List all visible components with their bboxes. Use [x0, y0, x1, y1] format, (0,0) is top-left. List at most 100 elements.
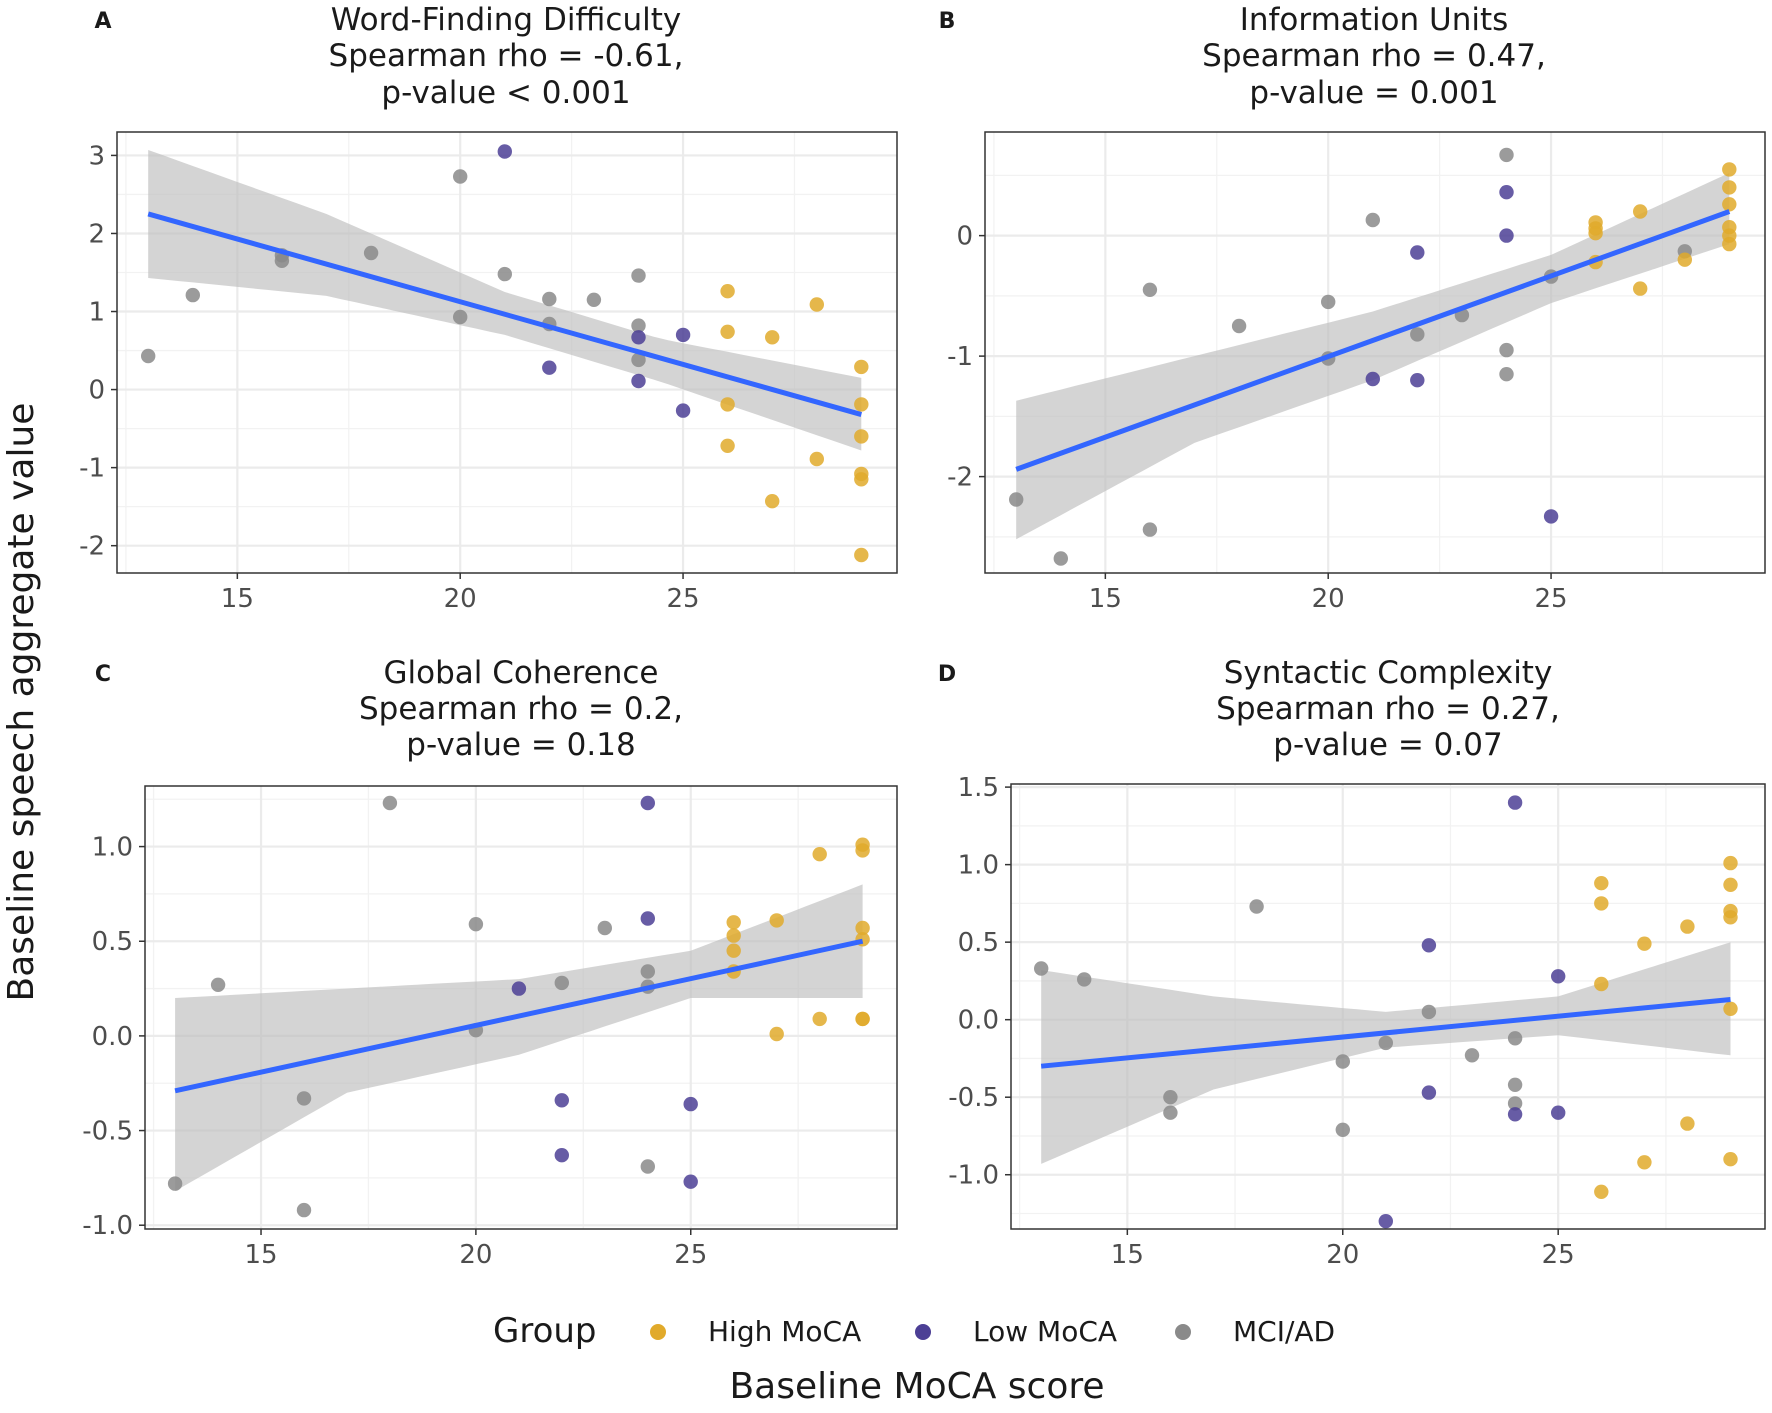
data-point-high-moca: [854, 429, 869, 444]
panel-title-line: p-value = 0.18: [406, 727, 635, 763]
data-point-high-moca: [854, 472, 869, 487]
confidence-band: [175, 884, 863, 1192]
x-tick-label: 20: [1312, 584, 1345, 614]
legend-swatch-low-moca: [915, 1324, 931, 1340]
data-point-mci-ad: [631, 352, 646, 368]
data-point-high-moca: [726, 943, 741, 958]
data-point-mci-ad: [1507, 1096, 1523, 1111]
data-point-high-moca: [854, 359, 869, 375]
panel-title-line: Spearman rho = -0.61,: [329, 38, 684, 74]
panel-letter: A: [94, 9, 111, 34]
data-point-low-moca: [554, 1093, 569, 1108]
data-point-low-moca: [554, 1148, 569, 1163]
data-point-mci-ad: [1410, 327, 1425, 342]
data-point-high-moca: [1594, 976, 1609, 992]
data-point-high-moca: [809, 297, 824, 312]
data-point-mci-ad: [296, 1091, 312, 1106]
y-tick-label: -0.5: [82, 1117, 133, 1147]
data-point-high-moca: [1637, 936, 1652, 951]
panel-letter: C: [95, 662, 111, 687]
legend-label-low-moca: Low MoCA: [973, 1315, 1117, 1348]
data-point-mci-ad: [1421, 1004, 1437, 1020]
data-point-mci-ad: [210, 977, 226, 992]
panel-letter: D: [938, 662, 956, 687]
regression-line: [147, 211, 863, 417]
data-point-mci-ad: [1142, 522, 1158, 537]
data-point-low-moca: [631, 373, 646, 389]
data-point-low-moca: [1551, 969, 1566, 984]
y-tick-label: 2: [88, 219, 105, 249]
data-point-mci-ad: [453, 169, 468, 184]
data-point-mci-ad: [1378, 1035, 1394, 1051]
plot-border: [984, 131, 1766, 574]
legend-label-mci-ad: MCI/AD: [1233, 1315, 1335, 1348]
data-point-high-moca: [809, 451, 824, 467]
data-point-low-moca: [1421, 938, 1437, 953]
y-tick-label: 0.0: [92, 1022, 133, 1052]
data-point-low-moca: [1507, 1107, 1523, 1122]
y-tick-label: 0: [956, 222, 973, 252]
data-point-mci-ad: [1009, 492, 1024, 507]
data-point-low-moca: [640, 795, 655, 811]
plot-border: [116, 131, 898, 574]
data-point-high-moca: [1637, 1155, 1652, 1170]
data-point-high-moca: [1723, 1152, 1738, 1167]
regression-line: [174, 938, 864, 1094]
data-point-low-moca: [497, 144, 512, 159]
x-tick-label: 25: [674, 1240, 707, 1270]
data-point-mci-ad: [1321, 294, 1336, 310]
data-point-mci-ad: [1034, 961, 1049, 976]
data-point-high-moca: [1723, 1001, 1738, 1016]
y-axis-title: Baseline speech aggregate value: [1, 403, 42, 1002]
data-point-low-moca: [1551, 1105, 1566, 1120]
panel-title-line: Information Units: [1240, 2, 1509, 38]
y-tick-label: 1.0: [958, 851, 999, 881]
data-point-high-moca: [720, 284, 735, 299]
data-point-mci-ad: [1507, 1031, 1523, 1046]
data-point-high-moca: [726, 915, 741, 930]
data-point-low-moca: [1421, 1085, 1437, 1100]
legend-swatch-mci-ad: [1175, 1324, 1191, 1340]
data-point-low-moca: [1365, 371, 1381, 387]
data-point-high-moca: [1723, 855, 1738, 871]
panel-title-line: p-value = 0.001: [1249, 75, 1498, 111]
data-point-high-moca: [812, 847, 827, 862]
data-point-high-moca: [1680, 919, 1695, 934]
data-point-high-moca: [1588, 226, 1603, 241]
legend: Group High MoCA Low MoCA MCI/AD: [493, 1311, 1335, 1351]
data-point-mci-ad: [453, 309, 468, 325]
legend-title: Group: [493, 1311, 597, 1351]
data-point-mci-ad: [586, 292, 602, 307]
data-point-high-moca: [1723, 877, 1738, 892]
data-point-high-moca: [1722, 236, 1737, 252]
panel-title-line: Global Coherence: [384, 655, 659, 691]
data-point-low-moca: [683, 1174, 698, 1189]
y-tick-label: 0.5: [958, 928, 999, 958]
data-point-high-moca: [765, 494, 780, 509]
data-point-mci-ad: [1077, 972, 1092, 987]
data-point-high-moca: [720, 324, 735, 339]
data-point-low-moca: [542, 360, 557, 375]
data-point-mci-ad: [167, 1176, 183, 1191]
y-tick-label: -1: [79, 454, 105, 484]
data-point-high-moca: [720, 397, 735, 412]
data-point-low-moca: [675, 403, 691, 418]
data-point-high-moca: [854, 397, 869, 412]
confidence-band: [1016, 173, 1730, 540]
y-tick-label: -0.5: [948, 1083, 999, 1113]
x-tick-label: 15: [244, 1240, 277, 1270]
data-point-mci-ad: [640, 1159, 655, 1174]
x-tick-label: 15: [1111, 1240, 1144, 1270]
data-point-mci-ad: [185, 287, 200, 303]
confidence-band: [1041, 942, 1731, 1164]
data-point-low-moca: [1543, 509, 1559, 524]
data-point-mci-ad: [1499, 342, 1514, 358]
x-tick-label: 25: [667, 584, 700, 614]
x-tick-label: 15: [1089, 584, 1122, 614]
data-point-mci-ad: [141, 348, 156, 364]
data-point-mci-ad: [1335, 1054, 1351, 1069]
data-point-mci-ad: [382, 795, 398, 811]
y-tick-label: -2: [79, 532, 105, 562]
confidence-band: [148, 150, 862, 451]
